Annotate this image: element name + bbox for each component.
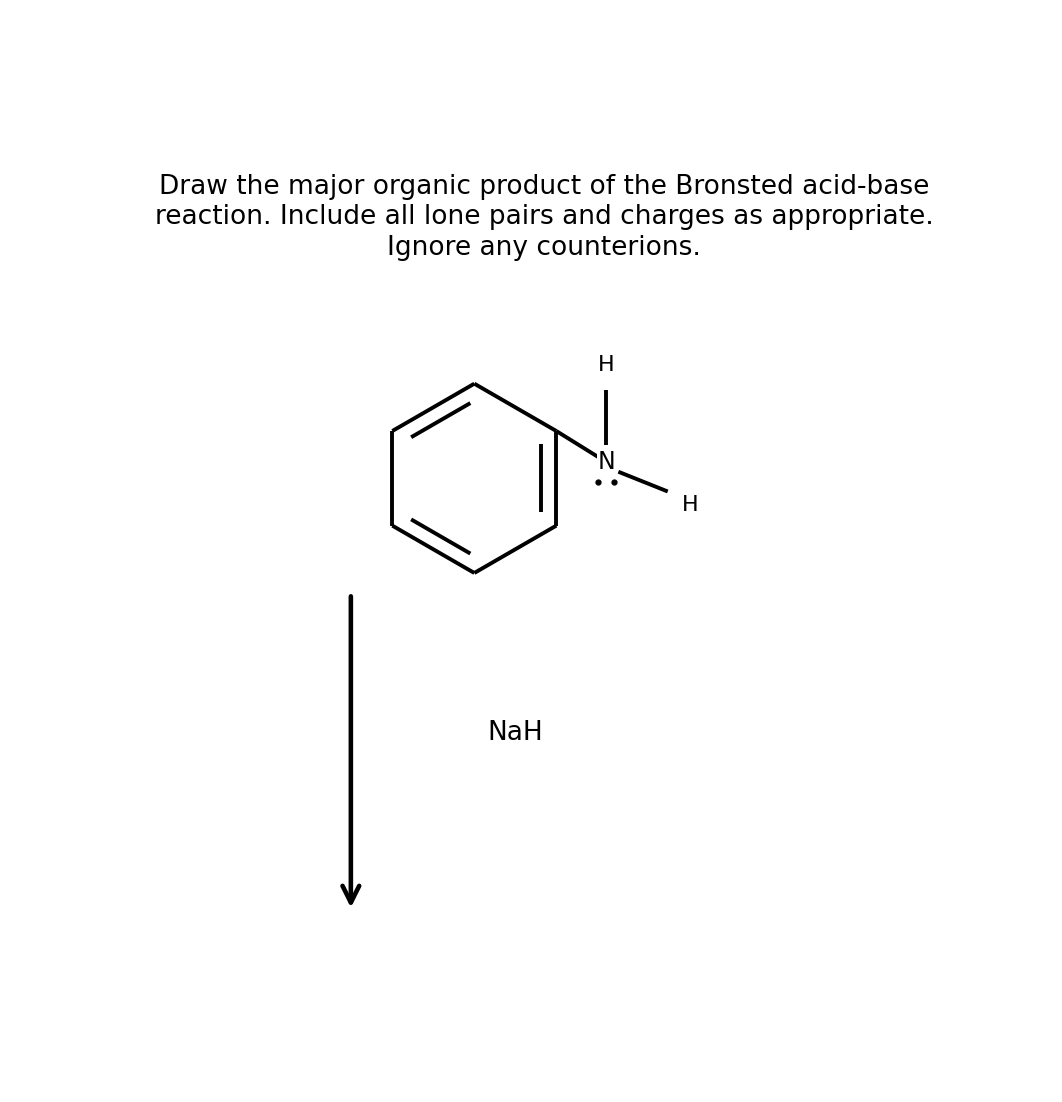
Text: H: H <box>598 355 614 375</box>
Text: N: N <box>597 450 615 474</box>
Text: Ignore any counterions.: Ignore any counterions. <box>388 235 701 261</box>
Text: NaH: NaH <box>487 721 544 746</box>
Text: H: H <box>682 496 699 516</box>
Text: reaction. Include all lone pairs and charges as appropriate.: reaction. Include all lone pairs and cha… <box>155 204 933 230</box>
Text: Draw the major organic product of the Bronsted acid-base: Draw the major organic product of the Br… <box>159 174 929 199</box>
